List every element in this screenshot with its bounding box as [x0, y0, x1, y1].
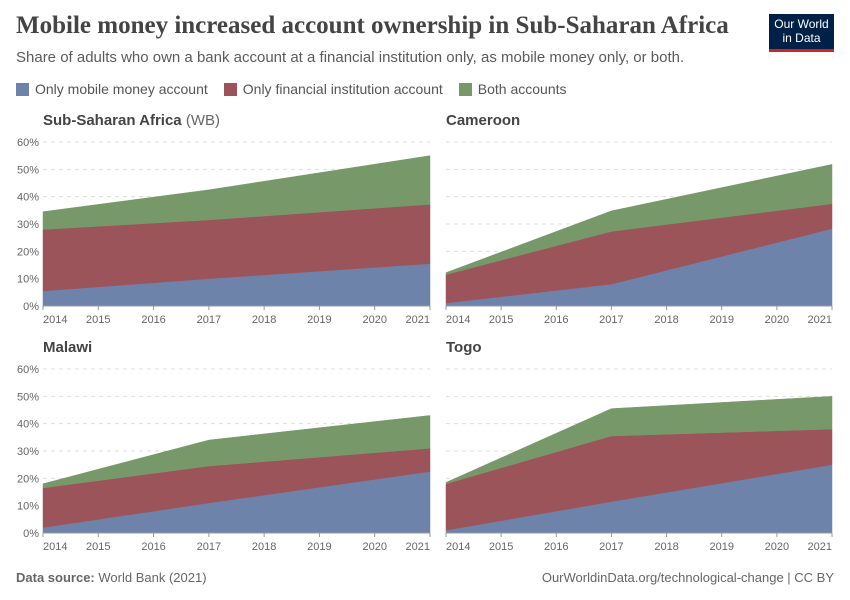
x-tick-label: 2019	[307, 314, 331, 326]
x-tick-label: 2020	[362, 314, 386, 326]
x-tick-label: 2014	[43, 541, 67, 553]
x-tick-label: 2015	[86, 541, 110, 553]
x-tick-label: 2020	[765, 541, 789, 553]
legend-label: Only mobile money account	[35, 81, 208, 97]
legend-swatch	[223, 82, 237, 96]
legend-item-financial[interactable]: Only financial institution account	[223, 81, 443, 97]
x-tick-label: 2015	[86, 314, 110, 326]
legend-label: Only financial institution account	[242, 81, 443, 97]
y-tick-label: 40%	[17, 419, 39, 431]
x-tick-label: 2017	[197, 541, 221, 553]
data-source: Data source: World Bank (2021)	[16, 570, 207, 585]
x-tick-label: 2014	[446, 314, 470, 326]
x-tick-label: 2019	[709, 314, 733, 326]
credit-link[interactable]: OurWorldinData.org/technological-change …	[541, 570, 834, 585]
x-tick-label: 2014	[43, 314, 67, 326]
source-label: Data source:	[16, 570, 95, 585]
legend-swatch	[16, 82, 29, 96]
y-tick-label: 10%	[17, 274, 39, 286]
area-both	[445, 396, 833, 485]
chart-title: Mobile money increased account ownership…	[16, 12, 729, 39]
x-tick-label: 2021	[406, 314, 430, 326]
legend-swatch	[458, 82, 472, 96]
x-tick-label: 2021	[808, 541, 832, 553]
y-tick-label: 0%	[23, 528, 39, 540]
x-tick-label: 2020	[362, 541, 386, 553]
x-tick-label: 2019	[307, 541, 331, 553]
y-tick-label: 20%	[17, 246, 39, 258]
owid-logo[interactable]: Our World in Data	[769, 14, 834, 52]
panel-title-0: Sub-Saharan Africa (WB)	[43, 112, 220, 129]
x-tick-label: 2015	[489, 314, 513, 326]
y-tick-label: 50%	[17, 391, 39, 403]
x-tick-label: 2019	[709, 541, 733, 553]
chart-subtitle: Share of adults who own a bank account a…	[16, 49, 685, 66]
y-tick-label: 0%	[23, 301, 39, 313]
y-tick-label: 40%	[17, 192, 39, 204]
source-value: World Bank (2021)	[98, 570, 207, 585]
x-tick-label: 2017	[197, 314, 221, 326]
x-tick-label: 2016	[544, 541, 568, 553]
y-tick-label: 30%	[17, 219, 39, 231]
panel-title-text: Sub-Saharan Africa	[43, 112, 182, 129]
y-tick-label: 50%	[17, 164, 39, 176]
x-tick-label: 2016	[141, 314, 165, 326]
x-tick-label: 2017	[599, 541, 623, 553]
x-tick-label: 2014	[446, 541, 470, 553]
area-both	[42, 415, 431, 489]
panel-title-2: Malawi	[43, 339, 93, 356]
y-tick-label: 10%	[17, 501, 39, 513]
x-tick-label: 2021	[406, 541, 430, 553]
legend-item-both[interactable]: Both accounts	[458, 81, 567, 97]
x-tick-label: 2015	[489, 541, 513, 553]
y-tick-label: 30%	[17, 446, 39, 458]
legend-item-mobile[interactable]: Only mobile money account	[16, 81, 208, 97]
x-tick-label: 2016	[544, 314, 568, 326]
x-tick-label: 2020	[765, 314, 789, 326]
x-tick-label: 2017	[599, 314, 623, 326]
panel-title-1: Cameroon	[446, 112, 521, 129]
area-both	[42, 155, 431, 230]
y-tick-label: 60%	[17, 364, 39, 376]
y-tick-label: 20%	[17, 473, 39, 485]
x-tick-label: 2018	[654, 314, 678, 326]
y-tick-label: 60%	[17, 137, 39, 149]
panel-title-3: Togo	[446, 339, 482, 356]
x-tick-label: 2018	[252, 541, 276, 553]
legend-label: Both accounts	[477, 81, 567, 97]
panel-title-suffix: (WB)	[185, 112, 220, 129]
x-tick-label: 2018	[654, 541, 678, 553]
legend: Only mobile money account Only financial…	[16, 81, 567, 97]
area-both	[445, 164, 833, 275]
x-tick-label: 2016	[141, 541, 165, 553]
x-tick-label: 2021	[808, 314, 832, 326]
x-tick-label: 2018	[252, 314, 276, 326]
